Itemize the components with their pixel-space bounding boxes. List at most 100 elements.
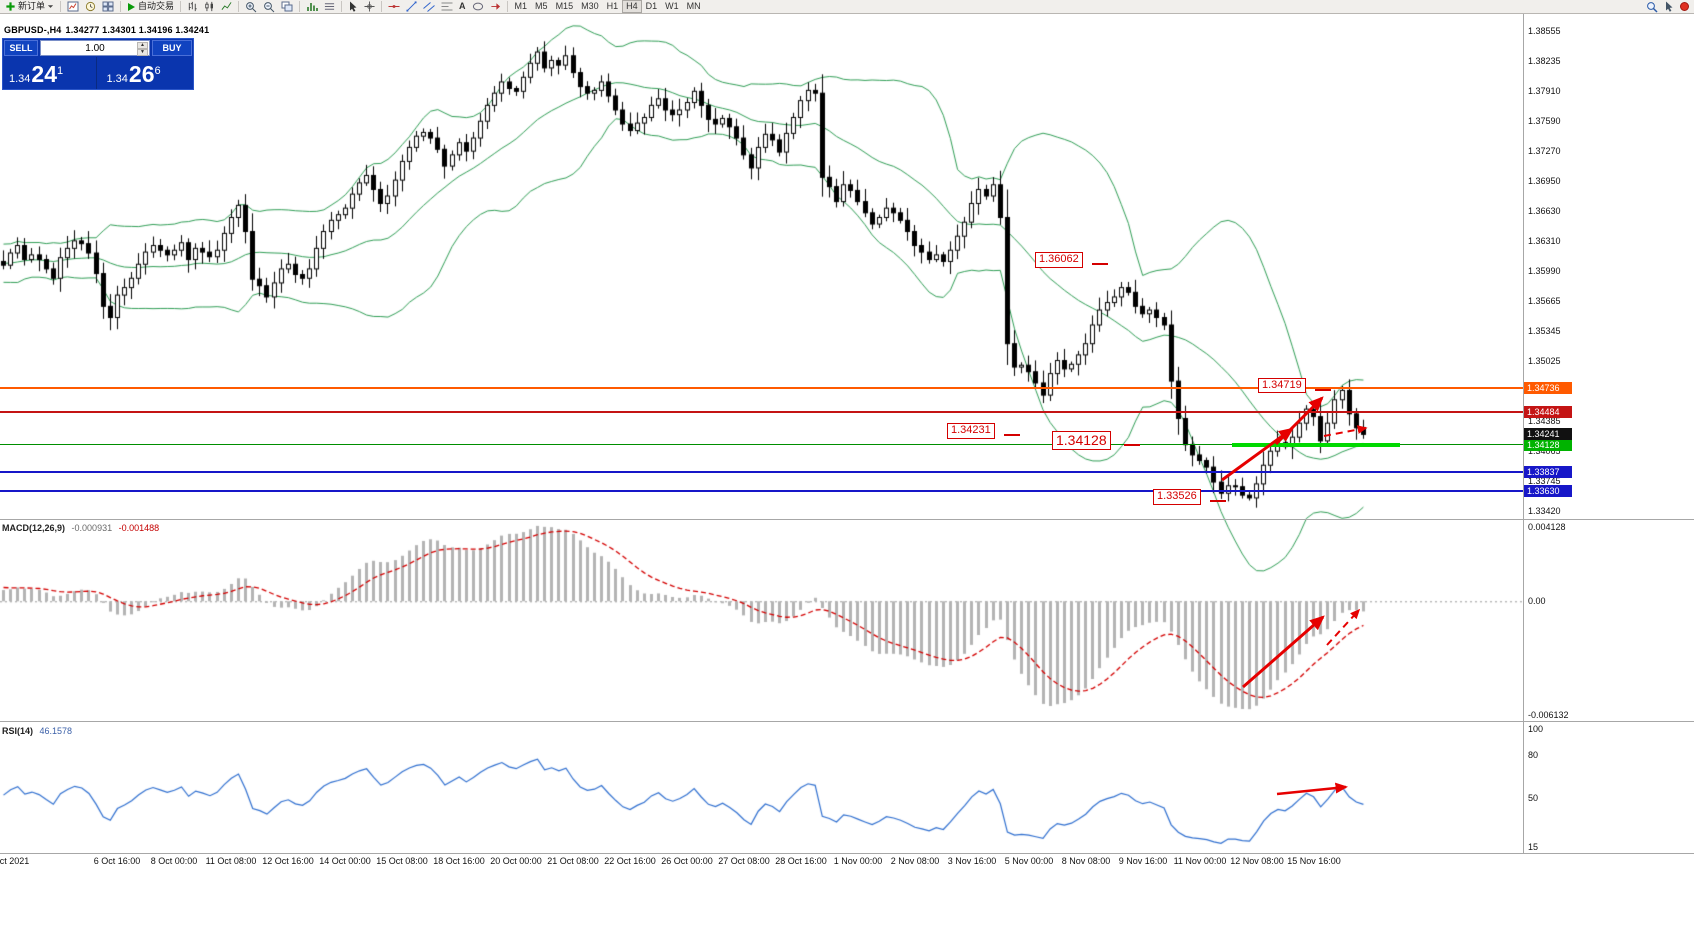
indicators-button[interactable] bbox=[303, 0, 321, 13]
timeframe-m5-button[interactable]: M5 bbox=[531, 0, 552, 13]
search-button[interactable] bbox=[1643, 0, 1661, 13]
shapes-icon bbox=[472, 1, 484, 12]
price-annotation-label[interactable]: 1.36062 bbox=[1035, 252, 1083, 268]
time-axis-label: 27 Oct 08:00 bbox=[718, 856, 770, 866]
toolbar-separator bbox=[341, 1, 343, 12]
support-trendline-segment[interactable] bbox=[1232, 443, 1400, 447]
text-tool-icon: A bbox=[459, 1, 466, 11]
price-annotation-tick bbox=[1092, 263, 1108, 266]
zoom-out-button[interactable] bbox=[260, 0, 278, 13]
toolbar-separator bbox=[299, 1, 301, 12]
timeframe-h1-button[interactable]: H1 bbox=[603, 0, 623, 13]
price-annotation-label[interactable]: 1.34231 bbox=[947, 423, 995, 439]
bid-price[interactable]: 1.34 24 1 bbox=[3, 57, 96, 89]
timeframe-m15-button[interactable]: M15 bbox=[552, 0, 578, 13]
timeframe-d1-button[interactable]: D1 bbox=[642, 0, 662, 13]
price-annotation-label[interactable]: 1.34128 bbox=[1052, 430, 1111, 451]
chart-window-button[interactable] bbox=[64, 0, 82, 13]
time-axis-label: 2 Nov 08:00 bbox=[890, 856, 940, 866]
search-icon bbox=[1646, 1, 1658, 13]
time-axis-label: 1 Nov 00:00 bbox=[833, 856, 883, 866]
horizontal-level-line[interactable] bbox=[0, 444, 1523, 445]
symbol-ohlc-readout: GBPUSD-,H4 1.34277 1.34301 1.34196 1.3424… bbox=[4, 25, 213, 35]
objects-list-icon bbox=[324, 1, 335, 12]
cascade-windows-button[interactable] bbox=[278, 0, 296, 13]
price-annotation-tick bbox=[1315, 388, 1331, 391]
rsi-panel-separator[interactable] bbox=[0, 721, 1694, 722]
price-axis-label: 1.37910 bbox=[1528, 86, 1561, 97]
price-axis-label: 1.34385 bbox=[1528, 415, 1561, 426]
timeframe-m1-button[interactable]: M1 bbox=[511, 0, 532, 13]
horizontal-level-line[interactable] bbox=[0, 471, 1523, 473]
zoom-in-icon bbox=[245, 1, 257, 13]
bid-price-point: 1 bbox=[57, 65, 64, 77]
text-tool-button[interactable]: A bbox=[456, 0, 469, 13]
price-axis-border bbox=[1523, 14, 1524, 853]
main-chart-canvas[interactable] bbox=[0, 0, 1523, 853]
time-axis-label: 11 Oct 08:00 bbox=[205, 856, 257, 866]
line-chart-type-button[interactable] bbox=[218, 0, 235, 13]
timeframe-h4-button[interactable]: H4 bbox=[622, 0, 642, 13]
horizontal-level-line[interactable] bbox=[0, 387, 1523, 389]
spinner-down-icon[interactable]: ▼ bbox=[137, 49, 148, 56]
ask-price[interactable]: 1.34 26 6 bbox=[95, 57, 194, 89]
time-axis-label: 22 Oct 16:00 bbox=[604, 856, 656, 866]
bar-chart-type-button[interactable] bbox=[184, 0, 201, 13]
crosshair-icon bbox=[364, 1, 375, 12]
lot-spinner[interactable]: ▲ ▼ bbox=[137, 42, 148, 56]
crosshair-tool-button[interactable] bbox=[361, 0, 378, 13]
timeframe-m30-button[interactable]: M30 bbox=[577, 0, 603, 13]
cursor-tool-button[interactable] bbox=[345, 0, 361, 13]
lot-size-field[interactable]: 1.00 ▲ ▼ bbox=[40, 40, 150, 56]
macd-value-main: -0.000931 bbox=[71, 523, 113, 533]
symbol-ohlc-values: 1.34277 1.34301 1.34196 1.34241 bbox=[65, 25, 210, 35]
shapes-tool-button[interactable] bbox=[469, 0, 487, 13]
rsi-value: 46.1578 bbox=[39, 726, 73, 736]
horizontal-level-line[interactable] bbox=[0, 411, 1523, 413]
buy-button[interactable]: BUY bbox=[152, 40, 192, 56]
cursor-icon bbox=[348, 1, 358, 12]
new-order-icon bbox=[5, 1, 16, 12]
sell-button[interactable]: SELL bbox=[4, 40, 38, 56]
macd-axis-label: 0.004128 bbox=[1528, 522, 1566, 532]
timeframe-mn-button[interactable]: MN bbox=[683, 0, 705, 13]
time-axis-label: 8 Oct 00:00 bbox=[150, 856, 198, 866]
horizontal-line-tool-button[interactable] bbox=[385, 0, 403, 13]
new-order-button[interactable]: 新订单 bbox=[2, 0, 57, 13]
fibonacci-tool-button[interactable] bbox=[438, 0, 456, 13]
time-axis-label: 15 Oct 08:00 bbox=[376, 856, 428, 866]
candlestick-type-button[interactable] bbox=[201, 0, 218, 13]
notification-badge[interactable] bbox=[1680, 2, 1689, 11]
time-axis-label: 15 Nov 16:00 bbox=[1287, 856, 1341, 866]
macd-panel-separator[interactable] bbox=[0, 519, 1694, 520]
lot-size-value: 1.00 bbox=[85, 42, 105, 54]
spinner-up-icon[interactable]: ▲ bbox=[137, 42, 148, 49]
zoom-in-button[interactable] bbox=[242, 0, 260, 13]
ask-price-head: 1.34 bbox=[106, 73, 128, 85]
trendline-tool-button[interactable] bbox=[403, 0, 420, 13]
channel-tool-button[interactable] bbox=[420, 0, 438, 13]
macd-axis-label: -0.006132 bbox=[1528, 710, 1569, 720]
candlestick-icon bbox=[204, 1, 215, 12]
autotrading-button[interactable]: 自动交易 bbox=[124, 0, 177, 13]
price-axis-label: 1.36310 bbox=[1528, 235, 1561, 246]
arrows-tool-button[interactable] bbox=[487, 0, 504, 13]
pointer-mode-button[interactable] bbox=[1661, 0, 1677, 13]
price-annotation-label[interactable]: 1.33526 bbox=[1153, 489, 1201, 505]
time-axis-separator bbox=[0, 853, 1694, 854]
symbol-name: GBPUSD-,H4 bbox=[4, 25, 62, 35]
horizontal-level-line[interactable] bbox=[0, 490, 1523, 492]
rsi-indicator-label: RSI(14) 46.1578 bbox=[2, 726, 72, 736]
timeframe-w1-button[interactable]: W1 bbox=[661, 0, 683, 13]
tile-windows-button[interactable] bbox=[99, 0, 117, 13]
price-annotation-label[interactable]: 1.34719 bbox=[1258, 377, 1306, 394]
objects-list-button[interactable] bbox=[321, 0, 338, 13]
price-axis-label: 1.36630 bbox=[1528, 205, 1561, 216]
time-axis-label: 5 Nov 00:00 bbox=[1004, 856, 1054, 866]
time-axis-label: 12 Oct 16:00 bbox=[262, 856, 314, 866]
alerts-clock-button[interactable] bbox=[82, 0, 99, 13]
macd-value-signal: -0.001488 bbox=[118, 523, 160, 533]
horizontal-line-icon bbox=[388, 1, 400, 12]
cascade-windows-icon bbox=[281, 1, 293, 12]
